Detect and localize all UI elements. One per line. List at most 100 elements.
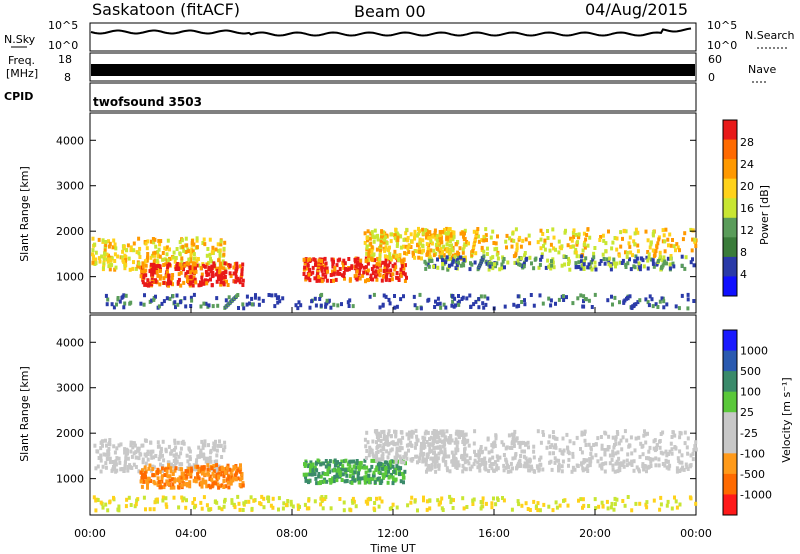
radar-echo-cell [202,281,206,286]
radar-echo-cell [141,457,145,462]
radar-echo-cell [451,259,455,264]
radar-echo-cell [154,244,158,249]
radar-echo-cell [126,456,130,461]
radar-echo-cell [432,459,436,464]
radar-echo-cell [662,233,666,238]
radar-echo-cell [382,436,386,441]
radar-echo-cell [230,475,234,480]
radar-echo-cell [118,460,122,465]
radar-echo-cell [236,468,240,473]
radar-echo-cell [686,292,690,297]
radar-echo-cell [492,241,496,245]
radar-echo-cell [137,236,141,241]
radar-echo-cell [226,480,230,485]
radar-echo-cell [253,295,257,300]
radar-echo-cell [480,245,484,250]
radar-echo-cell [379,462,383,466]
radar-echo-cell [96,498,100,502]
radar-echo-cell [490,466,494,471]
radar-echo-cell [135,498,139,503]
radar-echo-cell [236,293,240,297]
radar-echo-cell [370,464,374,469]
radar-echo-cell [218,268,222,273]
radar-echo-cell [646,431,649,436]
radar-echo-cell [214,272,218,277]
radar-echo-cell [645,255,649,260]
radar-echo-cell [415,233,419,238]
radar-echo-cell [332,272,336,277]
radar-echo-cell [360,263,364,268]
radar-echo-cell [240,268,244,273]
radar-echo-cell [463,460,467,465]
radar-echo-cell [641,258,645,263]
radar-echo-cell [524,237,528,242]
radar-echo-cell [179,462,183,467]
radar-echo-cell [421,442,424,447]
radar-echo-cell [378,273,382,278]
radar-echo-cell [228,467,232,472]
radar-echo-cell [167,277,171,282]
radar-echo-cell [379,248,382,252]
radar-echo-cell [594,442,598,447]
radar-echo-cell [624,262,628,267]
radar-echo-cell [431,430,435,435]
radar-echo-cell [614,437,618,442]
radar-echo-cell [645,505,649,510]
radar-echo-cell [442,244,446,249]
radar-echo-cell [549,298,553,303]
radar-echo-cell [214,499,217,504]
radar-echo-cell [585,233,589,237]
radar-echo-cell [452,234,456,239]
radar-echo-cell [426,262,430,267]
radar-echo-cell [207,260,211,265]
radar-echo-cell [385,268,389,273]
radar-echo-cell [394,471,398,476]
radar-echo-cell [561,436,565,441]
radar-echo-cell [418,240,422,245]
radar-echo-cell [471,498,475,503]
radar-echo-cell [110,302,114,307]
radar-echo-cell [155,270,159,274]
radar-echo-cell [171,469,175,474]
radar-echo-cell [321,497,325,502]
radar-echo-cell [541,467,545,472]
radar-echo-cell [204,479,208,484]
radar-echo-cell [219,444,223,448]
radar-echo-cell [515,242,519,247]
radar-echo-cell [171,294,175,298]
radar-echo-cell [307,464,310,469]
radar-echo-cell [670,447,674,452]
radar-echo-cell [104,452,108,457]
radar-echo-cell [365,251,369,256]
radar-echo-cell [146,255,149,260]
radar-echo-cell [173,477,177,482]
radar-echo-cell [107,244,111,249]
radar-echo-cell [611,467,615,472]
radar-echo-cell [428,437,431,442]
radar-echo-cell [454,242,458,246]
radar-echo-cell [611,435,615,440]
radar-echo-cell [155,258,159,263]
radar-echo-cell [178,240,182,245]
radar-echo-cell [189,277,193,282]
radar-echo-cell [313,472,317,477]
radar-echo-cell [120,467,124,471]
radar-echo-cell [194,476,197,481]
radar-echo-cell [659,495,663,500]
radar-echo-cell [463,452,467,457]
radar-echo-cell [365,258,369,263]
radar-echo-cell [516,294,520,299]
radar-echo-cell [181,472,185,477]
radar-echo-cell [332,302,336,307]
radar-echo-cell [139,301,143,306]
radar-echo-cell [666,459,670,464]
radar-echo-cell [487,262,491,266]
radar-echo-cell [376,444,380,449]
radar-echo-cell [463,255,467,260]
radar-echo-cell [193,262,197,267]
radar-echo-cell [99,446,103,451]
radar-echo-cell [411,253,415,258]
radar-echo-cell [645,469,648,474]
radar-echo-cell [219,261,222,266]
